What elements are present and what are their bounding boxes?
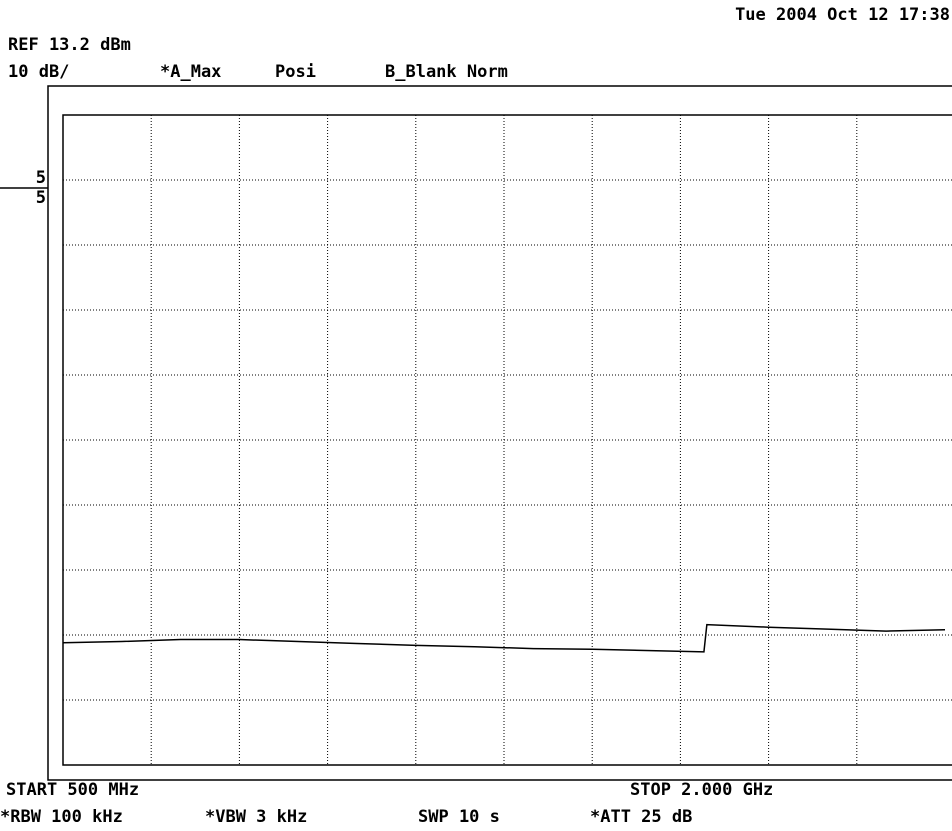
sweep: SWP 10 s <box>418 807 500 827</box>
attenuation: *ATT 25 dB <box>590 807 692 827</box>
trace-b: B_Blank Norm <box>385 62 508 82</box>
marker-label: 5 <box>36 188 46 208</box>
marker-label: 5 <box>36 168 46 188</box>
detector: Posi <box>275 62 316 82</box>
trace-a: *A_Max <box>160 62 221 82</box>
rbw: *RBW 100 kHz <box>0 807 123 827</box>
stop-freq: STOP 2.000 GHz <box>630 780 773 800</box>
outer-frame <box>47 85 952 781</box>
vbw: *VBW 3 kHz <box>205 807 307 827</box>
ref-level: REF 13.2 dBm <box>8 35 131 55</box>
scale: 10 dB/ <box>8 62 69 82</box>
trace <box>62 623 946 653</box>
timestamp: Tue 2004 Oct 12 17:38 <box>735 5 950 25</box>
start-freq: START 500 MHz <box>6 780 139 800</box>
